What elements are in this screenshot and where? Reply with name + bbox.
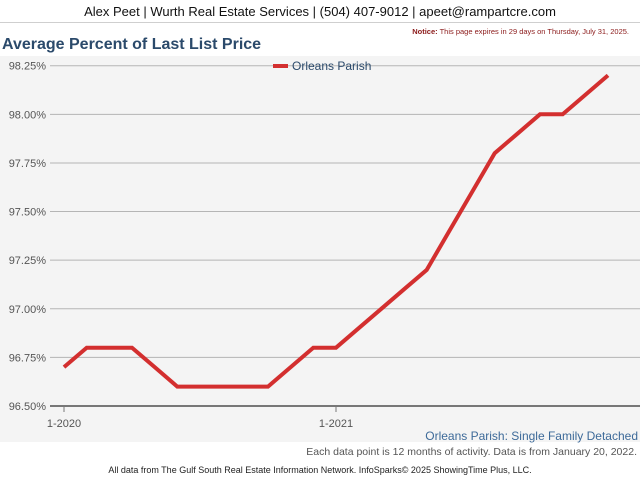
footer-attribution: All data from The Gulf South Real Estate…	[108, 465, 532, 475]
legend[interactable]: Orleans Parish	[273, 59, 371, 73]
y-tick-label: 97.00%	[9, 304, 47, 316]
expiry-notice: Notice: This page expires in 29 days on …	[412, 27, 629, 36]
contact-info: Alex Peet | Wurth Real Estate Services |…	[84, 3, 556, 19]
notice-label: Notice:	[412, 27, 438, 36]
series-layer	[62, 73, 610, 389]
x-tick-label: 1-2021	[319, 418, 353, 430]
header-contact-bar: Alex Peet | Wurth Real Estate Services |…	[0, 0, 640, 23]
notice-text: This page expires in 29 days on Thursday…	[439, 27, 629, 36]
legend-label: Orleans Parish	[292, 59, 371, 73]
y-tick-label: 97.25%	[9, 255, 47, 267]
y-tick-label: 97.50%	[9, 207, 47, 219]
x-tick-label: 1-2020	[47, 418, 81, 430]
chart-title: Average Percent of Last List Price	[2, 36, 262, 53]
y-tick-label: 96.75%	[9, 352, 47, 364]
y-tick-label: 97.75%	[9, 158, 47, 170]
y-tick-label: 96.50%	[9, 401, 47, 413]
series-description: Orleans Parish: Single Family Detached	[425, 429, 638, 443]
y-tick-label: 98.00%	[9, 109, 47, 121]
x-axis-ticks: 1-2020 1-2021	[47, 406, 353, 430]
data-note: Each data point is 12 months of activity…	[306, 446, 637, 458]
y-axis-ticks: 96.50% 96.75% 97.00% 97.25% 97.50% 97.75% 98.0…	[9, 61, 47, 413]
y-tick-label: 98.25%	[9, 61, 47, 73]
grid-lines	[50, 65, 640, 407]
series-line	[62, 73, 610, 389]
